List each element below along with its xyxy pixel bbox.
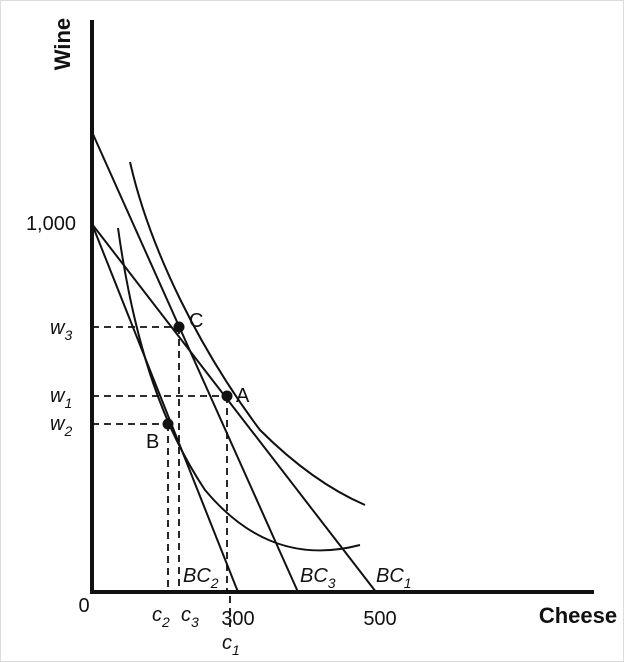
point-a	[221, 390, 233, 402]
y-axis-title: Wine	[50, 18, 75, 70]
point-b-label: B	[146, 431, 159, 453]
point-c-label: C	[189, 310, 203, 332]
point-c	[173, 321, 185, 333]
x-axis-title: Cheese	[539, 603, 617, 628]
label-bc3: BC3	[300, 565, 336, 591]
y-tick-1000: 1,000	[26, 213, 76, 235]
label-c2: c2	[152, 604, 170, 630]
label-bc2: BC2	[183, 565, 219, 591]
point-b	[162, 418, 174, 430]
origin-label: 0	[78, 595, 89, 617]
label-w3: w3	[50, 317, 72, 343]
label-w1: w1	[50, 385, 72, 411]
x-tick-500: 500	[363, 608, 396, 630]
label-w2: w2	[50, 413, 72, 439]
label-c3: c3	[181, 604, 199, 630]
indifference-curve-lower	[117, 227, 361, 552]
budget-line-bc1	[91, 223, 377, 593]
x-tick-300: 300	[221, 608, 254, 630]
point-a-label: A	[236, 385, 250, 407]
label-c1: c1	[222, 632, 240, 658]
budget-line-bc2	[91, 223, 239, 593]
label-bc1: BC1	[376, 565, 412, 591]
budget-line-bc3	[91, 131, 299, 593]
indifference-curve-upper	[129, 161, 366, 506]
